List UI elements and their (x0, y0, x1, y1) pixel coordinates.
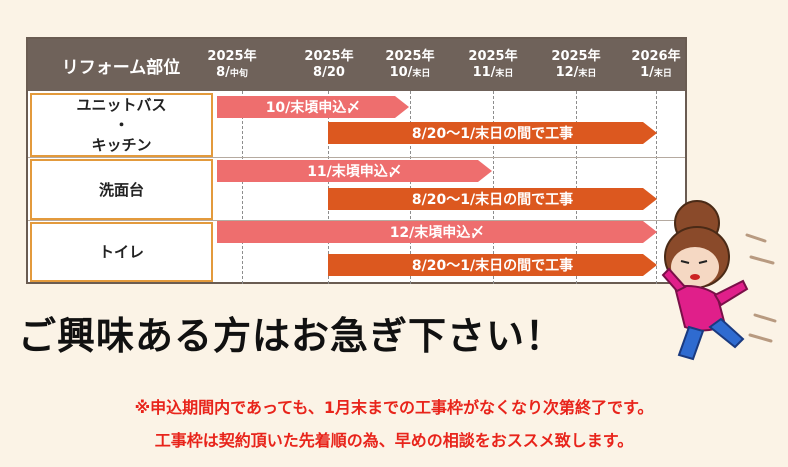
row-label-line: キッチン (91, 136, 152, 154)
date-sub: 末日 (412, 69, 431, 79)
work-period-arrow: 8/20〜1/末日の間で工事 (328, 188, 657, 210)
date-md: 12/ (555, 65, 579, 80)
row-divider (28, 220, 685, 221)
row-label-washstand: 洗面台 (30, 159, 213, 220)
date-year: 2025年 (304, 49, 354, 64)
row-divider (28, 157, 685, 158)
date-sub: 中旬 (229, 69, 248, 79)
deadline-arrow: 12/末頃申込〆 (217, 221, 657, 243)
speed-lines (745, 233, 777, 343)
date-md: 1/ (640, 65, 654, 80)
row-label-line: 洗面台 (98, 180, 144, 199)
date-gridline (656, 91, 657, 284)
row-label-line: ・ (113, 116, 129, 134)
notice-line-2: 工事枠は契約頂いた先着順の為、早めの相談をおススメ致します。 (154, 431, 634, 450)
date-gridline (493, 91, 494, 284)
date-gridline (576, 91, 577, 284)
work-period-arrow: 8/20〜1/末日の間で工事 (328, 254, 657, 276)
notice-line-1: ※申込期間内であっても、1月末までの工事枠がなくなり次第終了です。 (134, 398, 654, 417)
date-year: 2025年 (207, 49, 257, 64)
row-label-line: ユニットバス (76, 96, 167, 114)
row-label-line: トイレ (98, 243, 144, 261)
row-label-bath-kitchen: ユニットバス ・ キッチン (30, 93, 213, 157)
date-md: 11/ (472, 65, 496, 80)
date-gridline (242, 91, 243, 284)
date-md: 8/ (216, 65, 230, 80)
date-year: 2025年 (385, 49, 435, 64)
schedule-table: リフォーム部位 2025年 8/中旬 2025年 8/20 2025年 10/末… (26, 37, 687, 284)
date-gridline (328, 91, 329, 284)
running-woman-illustration (661, 200, 777, 361)
date-md: 8/20 (313, 65, 345, 80)
table-header: リフォーム部位 2025年 8/中旬 2025年 8/20 2025年 10/末… (28, 39, 685, 91)
work-period-arrow: 8/20〜1/末日の間で工事 (328, 122, 657, 144)
date-col-4: 2025年 12/末日 (546, 49, 606, 82)
date-gridline (410, 91, 411, 284)
date-col-0: 2025年 8/中旬 (202, 49, 262, 82)
deadline-arrow: 11/末頃申込〆 (217, 160, 492, 182)
date-sub: 末日 (495, 69, 514, 79)
date-year: 2026年 (631, 49, 681, 64)
headline: ご興味ある方はお急ぎ下さい！ (18, 314, 565, 358)
date-col-3: 2025年 11/末日 (463, 49, 523, 82)
date-year: 2025年 (551, 49, 601, 64)
date-col-2: 2025年 10/末日 (380, 49, 440, 82)
date-sub: 末日 (578, 69, 597, 79)
date-sub: 末日 (653, 69, 672, 79)
date-col-5: 2026年 1/末日 (626, 49, 686, 82)
date-md: 10/ (389, 65, 413, 80)
date-col-1: 2025年 8/20 (299, 49, 359, 82)
header-label: リフォーム部位 (61, 57, 181, 78)
date-year: 2025年 (468, 49, 518, 64)
row-label-toilet: トイレ (30, 222, 213, 282)
deadline-arrow: 10/末頃申込〆 (217, 96, 409, 118)
